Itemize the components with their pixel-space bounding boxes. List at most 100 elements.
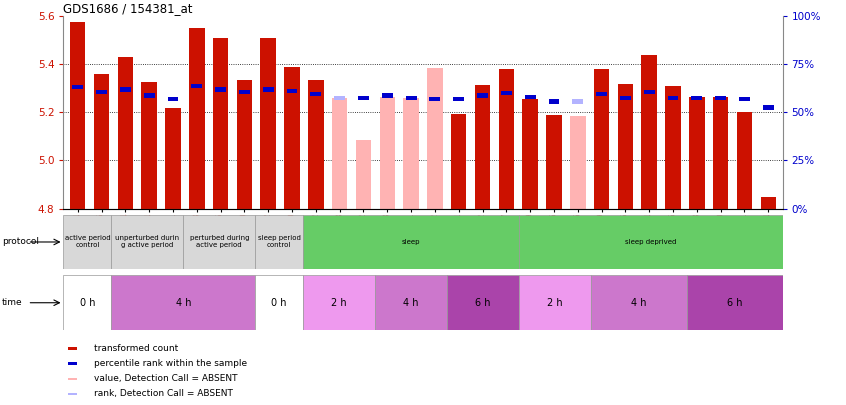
Text: unperturbed durin
g active period: unperturbed durin g active period — [115, 235, 179, 249]
Text: sleep deprived: sleep deprived — [625, 239, 677, 245]
Bar — [761, 196, 776, 209]
Bar — [68, 362, 77, 365]
Bar — [215, 87, 226, 92]
Bar — [687, 275, 783, 330]
Text: GDS1686 / 154381_at: GDS1686 / 154381_at — [63, 2, 193, 15]
Bar — [287, 89, 298, 93]
Bar — [404, 98, 419, 209]
Bar — [141, 82, 157, 209]
Text: 0 h: 0 h — [80, 298, 95, 308]
Bar — [525, 95, 536, 99]
Bar — [144, 94, 155, 98]
Bar — [519, 275, 591, 330]
Bar — [68, 347, 77, 350]
Bar — [332, 98, 348, 209]
Bar — [112, 275, 255, 330]
Bar — [303, 275, 375, 330]
Text: 4 h: 4 h — [631, 298, 646, 308]
Text: sleep period
control: sleep period control — [258, 235, 300, 249]
Bar — [72, 85, 83, 89]
Bar — [382, 94, 393, 98]
Bar — [213, 38, 228, 209]
Text: 6 h: 6 h — [475, 298, 491, 308]
Bar — [334, 96, 345, 100]
Bar — [548, 100, 559, 104]
Bar — [308, 80, 323, 209]
Bar — [547, 115, 562, 209]
Bar — [358, 96, 369, 100]
Bar — [112, 215, 184, 269]
Bar — [191, 84, 202, 88]
Bar — [523, 99, 538, 209]
Bar — [763, 105, 774, 110]
Bar — [737, 112, 752, 209]
Bar — [591, 275, 687, 330]
Bar — [618, 83, 633, 209]
Bar — [475, 85, 491, 209]
Bar — [691, 96, 702, 100]
Bar — [498, 69, 514, 209]
Text: 4 h: 4 h — [176, 298, 191, 308]
Bar — [451, 113, 466, 209]
Bar — [739, 97, 750, 101]
Bar — [713, 97, 728, 209]
Text: active period
control: active period control — [64, 235, 110, 249]
Bar — [453, 97, 464, 101]
Bar — [620, 96, 631, 100]
Text: 2 h: 2 h — [547, 298, 563, 308]
Bar — [263, 87, 273, 92]
Bar — [168, 97, 179, 101]
Bar — [596, 92, 607, 96]
Text: 2 h: 2 h — [332, 298, 347, 308]
Bar — [118, 57, 133, 209]
Text: 6 h: 6 h — [727, 298, 742, 308]
Bar — [255, 215, 303, 269]
Bar — [430, 97, 440, 101]
Bar — [715, 96, 726, 100]
Bar — [96, 90, 107, 94]
Bar — [375, 275, 447, 330]
Bar — [667, 96, 678, 100]
Bar — [70, 22, 85, 209]
Bar — [237, 80, 252, 209]
Bar — [68, 393, 77, 395]
Text: 0 h: 0 h — [272, 298, 287, 308]
Text: time: time — [2, 298, 22, 307]
Bar — [689, 97, 705, 209]
Bar — [641, 55, 657, 209]
Bar — [427, 68, 442, 209]
Bar — [261, 38, 276, 209]
Bar — [573, 100, 583, 104]
Bar — [519, 215, 783, 269]
Bar — [644, 90, 655, 94]
Text: 4 h: 4 h — [404, 298, 419, 308]
Text: protocol: protocol — [2, 237, 39, 247]
Text: value, Detection Call = ABSENT: value, Detection Call = ABSENT — [94, 374, 237, 384]
Bar — [501, 91, 512, 95]
Bar — [284, 67, 299, 209]
Bar — [665, 86, 681, 209]
Bar — [570, 116, 585, 209]
Bar — [63, 275, 112, 330]
Bar — [165, 108, 181, 209]
Bar — [594, 69, 609, 209]
Text: sleep: sleep — [402, 239, 420, 245]
Bar — [380, 97, 395, 209]
Bar — [447, 275, 519, 330]
Text: percentile rank within the sample: percentile rank within the sample — [94, 359, 247, 368]
Bar — [355, 140, 371, 209]
Text: rank, Detection Call = ABSENT: rank, Detection Call = ABSENT — [94, 390, 233, 399]
Bar — [68, 377, 77, 380]
Bar — [310, 92, 321, 96]
Text: perturbed during
active period: perturbed during active period — [190, 235, 249, 249]
Bar — [63, 215, 112, 269]
Bar — [120, 87, 131, 92]
Bar — [184, 215, 255, 269]
Bar — [239, 90, 250, 94]
Bar — [406, 96, 416, 100]
Bar — [255, 275, 303, 330]
Bar — [189, 28, 205, 209]
Bar — [303, 215, 519, 269]
Text: transformed count: transformed count — [94, 344, 178, 353]
Bar — [94, 74, 109, 209]
